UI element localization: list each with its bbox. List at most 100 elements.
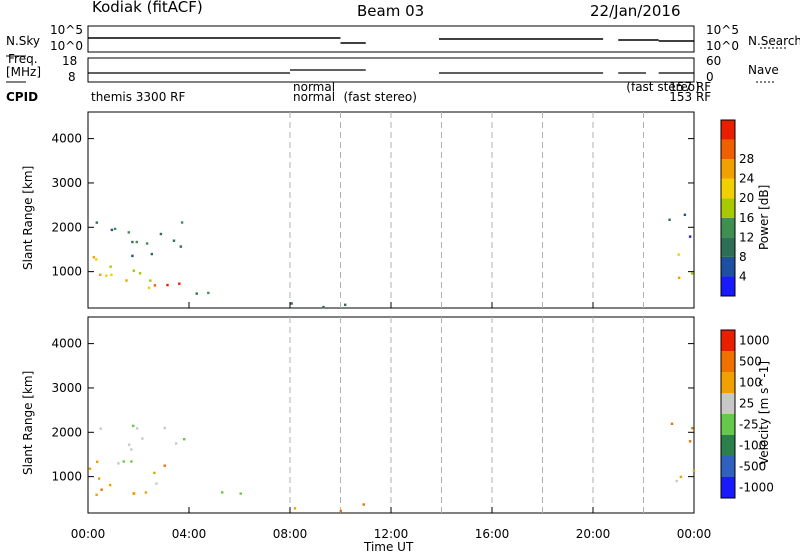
time-axis-label: Time UT <box>363 540 414 554</box>
date-title: 22/Jan/2016 <box>590 2 681 20</box>
colorbar-frame <box>720 119 736 297</box>
range-gate-cell <box>88 467 92 470</box>
range-gate-cell <box>95 258 98 261</box>
colorbar-tick-label: 100 <box>739 376 762 390</box>
range-gate-cell <box>138 272 142 275</box>
range-gate-cell <box>691 427 694 430</box>
y-tick-label: 2000 <box>51 220 82 234</box>
range-gate-cell <box>679 475 683 479</box>
range-gate-cell <box>670 422 674 425</box>
velocity-y-axis-label: Slant Range [km] <box>21 371 35 475</box>
freq-panel-frame <box>87 57 695 83</box>
range-gate-cell <box>239 492 242 495</box>
freq-label: Freq. <box>8 52 38 66</box>
freq-left-tick-bottom: 8 <box>68 70 76 84</box>
y-tick-label: 4000 <box>51 337 82 351</box>
freq-series <box>88 69 694 74</box>
cpid-entry-label: 157 RF <box>669 80 711 94</box>
range-gate-cell <box>172 239 176 242</box>
nsky-series <box>88 37 694 44</box>
range-gate-cell <box>95 493 98 496</box>
colorbar-tick-label: 12 <box>739 230 754 244</box>
range-gate-cell <box>110 273 113 277</box>
range-gate-cell <box>97 477 101 480</box>
range-gate-cell <box>149 279 152 282</box>
colorbar-tick-label: 25 <box>739 397 754 411</box>
range-gate-cell <box>339 509 342 513</box>
freq-left-tick-top: 18 <box>62 54 77 68</box>
range-gate-cell <box>117 462 120 465</box>
colorbar-tick-label: 8 <box>739 250 747 264</box>
x-tick-label: 20:00 <box>576 527 611 541</box>
range-gate-cell <box>130 448 133 451</box>
range-gate-cell <box>675 479 678 483</box>
range-gate-cell <box>125 279 128 282</box>
power-marks <box>92 112 694 309</box>
cpid-entry-label: normal <box>293 80 335 94</box>
range-gate-cell <box>144 491 148 494</box>
range-gate-cell <box>692 469 696 472</box>
colorbar-swatch <box>721 435 735 456</box>
range-gate-cell <box>153 284 157 287</box>
x-tick-label: 12:00 <box>374 527 409 541</box>
colorbar-swatch <box>721 178 735 199</box>
colorbar-tick-label: 28 <box>739 152 754 166</box>
colorbar-swatch <box>721 256 735 277</box>
range-gate-cell <box>127 231 130 234</box>
range-gate-cell <box>207 291 210 295</box>
range-gate-cell <box>688 235 692 238</box>
range-gate-cell <box>135 240 138 244</box>
range-gate-cell <box>195 292 198 295</box>
range-gate-cell <box>109 265 112 268</box>
range-gate-cell <box>150 252 153 256</box>
colorbar-tick-label: 24 <box>739 172 754 186</box>
beam-title: Beam 03 <box>357 2 424 20</box>
range-gate-cell <box>132 269 135 272</box>
cpid-label: CPID <box>6 90 38 104</box>
colorbar-swatch <box>721 393 735 414</box>
x-tick-label: 08:00 <box>273 527 308 541</box>
range-gate-cell <box>683 213 687 216</box>
colorbar-tick-label: 500 <box>739 355 762 369</box>
cpid-entry-label: (fast stereo) <box>626 80 699 94</box>
range-gate-cell <box>131 240 134 244</box>
cpid-entry-label: 153 RF <box>669 90 711 104</box>
colorbar-tick-label: -25 <box>739 418 759 432</box>
colorbar-tick-label: -500 <box>739 460 766 474</box>
range-gate-cell <box>96 460 99 463</box>
cpid-entry-label: (fast stereo) <box>344 90 417 104</box>
power-panel-frame <box>87 111 695 309</box>
range-gate-cell <box>122 460 125 463</box>
range-gate-cell <box>677 253 680 256</box>
range-gate-cell <box>100 488 103 491</box>
range-gate-cell <box>153 471 156 475</box>
colorbar-tick-label: 4 <box>739 269 747 283</box>
colorbar-swatch <box>721 198 735 218</box>
nave-right-tick-bottom: 0 <box>706 70 714 84</box>
x-tick-label: 00:00 <box>71 527 106 541</box>
nsearch-label: N.Search <box>748 34 800 48</box>
range-gate-cell <box>688 440 692 443</box>
range-gate-cell <box>174 442 178 445</box>
x-tick-label: 04:00 <box>172 527 207 541</box>
velocity-panel-frame <box>87 316 695 514</box>
range-gate-cell <box>113 227 117 231</box>
colorbar-tick-label: 20 <box>739 191 754 205</box>
x-tick-label: 16:00 <box>475 527 510 541</box>
range-gate-cell <box>105 274 108 277</box>
colorbar-swatch <box>721 372 735 393</box>
y-tick-label: 2000 <box>51 425 82 439</box>
range-gate-cell <box>163 426 166 430</box>
range-gate-cell <box>159 232 163 236</box>
range-gate-cell <box>163 464 166 467</box>
cpid-entry-label: themis 3300 RF <box>91 90 185 104</box>
colorbar-frame <box>720 329 736 499</box>
range-gate-cell <box>135 427 139 430</box>
y-tick-label: 1000 <box>51 265 82 279</box>
range-gate-cell <box>183 438 186 441</box>
range-gate-cell <box>221 491 224 494</box>
colorbar-swatch <box>721 237 735 257</box>
range-gate-cell <box>179 245 182 248</box>
